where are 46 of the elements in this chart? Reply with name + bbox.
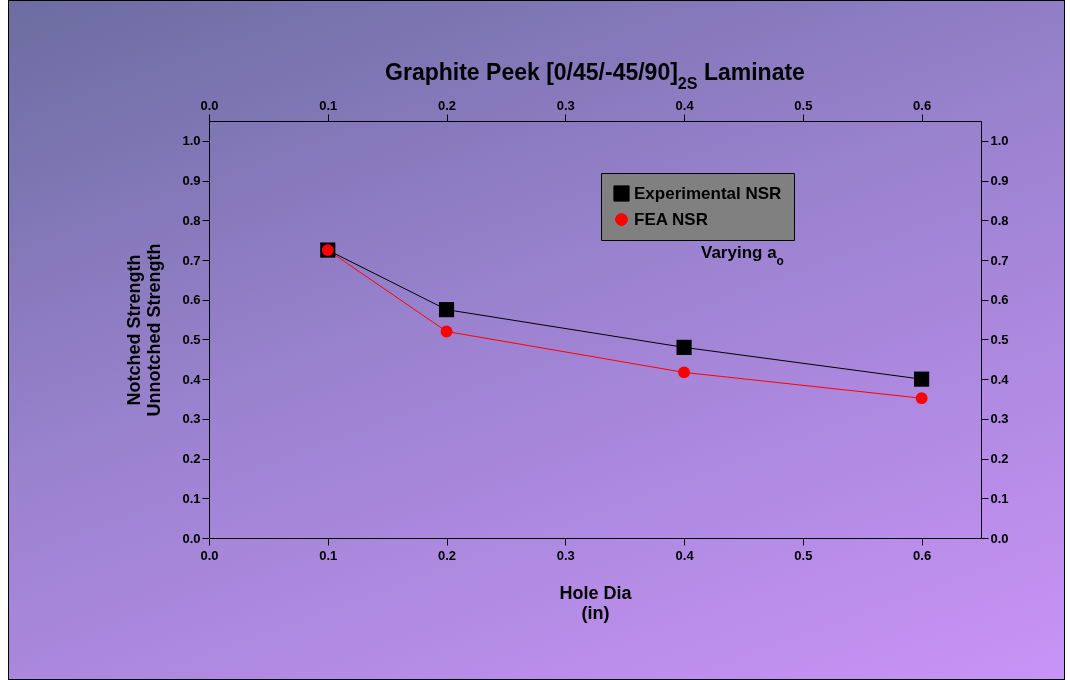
y2-tick-label: 0.3 [990,411,1009,427]
point [438,302,455,318]
x-axis-title: Hole Dia (in) [559,582,633,623]
y-tick-label: 0.6 [182,292,201,308]
x-tick-label: 0.4 [675,547,695,563]
y2-tick-label: 0.9 [990,173,1009,189]
y-axis-title: Notched Strength Unnotched Strength [124,243,165,417]
y2-tick-label: 0.0 [990,530,1009,546]
y-tick-label: 0.9 [182,173,201,189]
chart-title: Graphite Peek [0/45/-45/90]$_{2S}$ Laminate [385,59,805,92]
y2-tick-label: 0.1 [990,490,1009,506]
point [914,371,930,387]
x-tick-label: 0.5 [794,547,813,563]
y-tick-label: 0.0 [182,530,201,546]
x2-tick-label: 0.0 [200,97,219,113]
point [915,392,928,405]
y-tick-label: 0.4 [182,371,202,387]
y-tick-label: 0.7 [182,252,201,268]
y-tick-label: 1.0 [182,133,201,149]
y-tick-label: 0.1 [182,490,201,506]
x2-tick-label: 0.5 [794,97,813,113]
x2-tick-label: 0.2 [438,97,457,113]
y2-tick-label: 0.7 [990,252,1009,268]
legend-label: Experimental NSR [634,183,782,203]
x-tick-label: 0.2 [438,547,457,563]
legend-label: FEA NSR [634,209,708,229]
point [676,339,692,355]
y-tick-label: 0.8 [182,212,201,228]
x2-tick-label: 0.1 [319,97,338,113]
x-tick-label: 0.3 [556,547,575,563]
x2-tick-label: 0.3 [556,97,575,113]
y2-tick-label: 0.4 [990,371,1010,387]
y2-tick-label: 0.8 [990,212,1009,228]
y-tick-label: 0.2 [182,451,201,467]
y2-tick-label: 0.2 [990,451,1009,467]
y2-tick-label: 0.5 [990,331,1009,347]
y2-tick-label: 1.0 [990,133,1009,149]
y-tick-label: 0.5 [182,331,201,347]
x-tick-label: 0.0 [200,547,219,563]
y2-tick-label: 0.6 [990,292,1009,308]
annotation: Varying a$_{o}$ [701,243,784,268]
y-tick-label: 0.3 [182,411,201,427]
x2-tick-label: 0.6 [913,97,932,113]
x-tick-label: 0.1 [319,547,338,563]
x-tick-label: 0.6 [913,547,932,563]
x2-tick-label: 0.4 [675,97,695,113]
